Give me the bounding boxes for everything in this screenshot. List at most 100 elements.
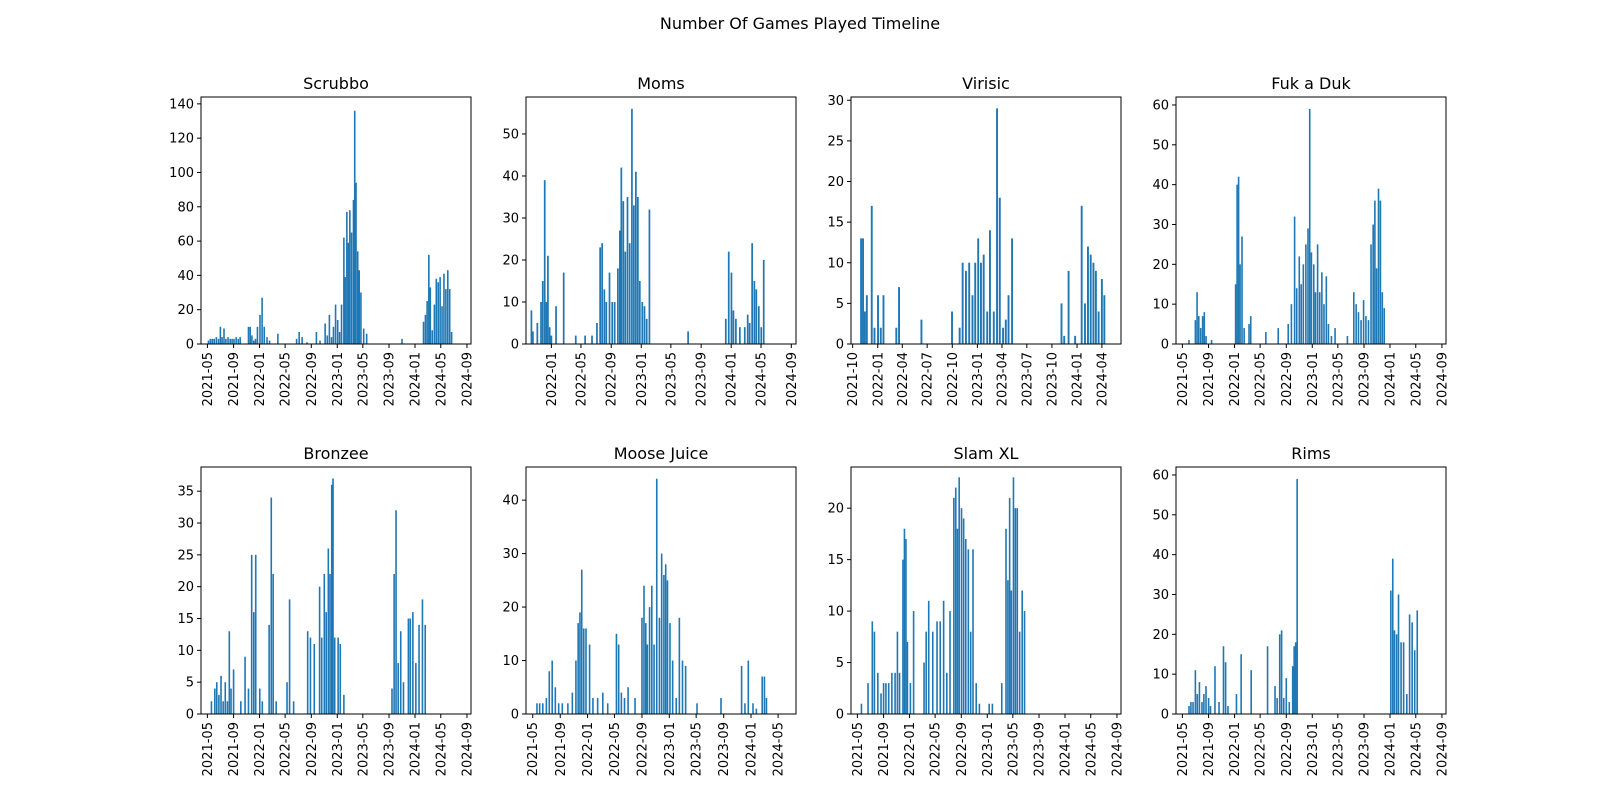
bar	[1198, 682, 1201, 714]
bar	[1397, 594, 1400, 714]
bar	[249, 326, 251, 344]
bar	[949, 611, 951, 714]
bar	[1196, 292, 1198, 344]
bar	[1402, 642, 1405, 714]
bar	[1199, 328, 1202, 344]
bar	[1192, 702, 1194, 714]
bar	[1302, 264, 1305, 344]
x-tick-label: 2022-09	[1280, 722, 1295, 776]
bar	[641, 617, 643, 714]
bar	[761, 676, 763, 714]
bar	[972, 549, 974, 714]
bar	[906, 641, 909, 714]
bar	[1321, 272, 1323, 344]
bar	[1287, 324, 1290, 344]
bar	[1188, 706, 1190, 714]
bar	[571, 692, 574, 714]
x-tick-label: 2024-01	[408, 352, 423, 406]
y-tick-label: 100	[169, 166, 194, 181]
bar	[223, 328, 225, 344]
bar	[230, 688, 232, 714]
bar	[439, 277, 441, 344]
bar	[554, 687, 557, 714]
subplot: Virisic 0 5 10 15 20 25 30 2021-10 2022-01 2022-04…	[827, 74, 1122, 406]
bar	[601, 692, 604, 714]
bar	[641, 301, 644, 344]
bar	[1010, 590, 1013, 714]
bar	[1205, 336, 1207, 344]
bar	[418, 624, 420, 714]
bar	[748, 323, 751, 344]
bar	[648, 209, 651, 344]
x-tick-label: 2022-05	[608, 722, 623, 776]
bar	[220, 675, 222, 714]
bar	[315, 331, 318, 344]
bar	[1018, 631, 1021, 714]
bar	[681, 660, 684, 714]
bar	[954, 487, 957, 714]
bar	[395, 510, 397, 714]
bar	[1235, 694, 1238, 714]
y-tick-label: 40	[1152, 178, 1169, 193]
bar	[261, 701, 264, 714]
bar	[735, 318, 737, 344]
bar	[237, 338, 240, 344]
x-tick-label: 2023-05	[356, 722, 371, 776]
bar	[328, 314, 331, 344]
bar	[638, 280, 641, 344]
bar	[575, 660, 577, 714]
x-tick-label: 2023-09	[383, 722, 398, 776]
bar	[1067, 270, 1070, 345]
bar	[920, 319, 923, 345]
bar	[448, 289, 451, 344]
bar	[989, 230, 991, 344]
y-tick-label: 20	[177, 580, 194, 595]
x-tick-label: 2021-05	[851, 722, 866, 776]
bar	[254, 338, 257, 344]
bar	[891, 672, 893, 714]
x-tick-label: 2024-05	[434, 352, 449, 406]
bar	[548, 327, 551, 344]
x-tick-label: 2023-01	[981, 722, 996, 776]
bar	[605, 301, 608, 344]
bar	[222, 701, 224, 714]
bar	[912, 611, 915, 714]
bar	[1296, 478, 1298, 714]
bar	[338, 331, 341, 344]
bar	[397, 663, 399, 714]
subplot-title: Moose Juice	[614, 444, 709, 463]
y-tick-label: 25	[177, 548, 194, 563]
y-tick-label: 20	[177, 303, 194, 318]
bar	[964, 539, 967, 714]
bar	[253, 340, 255, 344]
bar	[678, 617, 681, 714]
bar	[580, 569, 583, 714]
bar	[961, 262, 964, 344]
x-tick-label: 2023-05	[1006, 722, 1021, 776]
bar	[978, 703, 981, 714]
bar	[645, 318, 648, 344]
x-tick-label: 2023-01	[971, 352, 986, 406]
bar	[226, 701, 229, 714]
bar	[1241, 236, 1243, 344]
x-tick-label: 2022-01	[253, 722, 268, 776]
bar	[1416, 610, 1419, 714]
bar	[931, 631, 934, 714]
x-tick-label: 2021-09	[877, 722, 892, 776]
bar	[732, 310, 735, 344]
bar	[365, 333, 368, 344]
bar	[295, 338, 298, 344]
x-tick-label: 2023-09	[717, 722, 732, 776]
bar	[428, 254, 430, 344]
bar	[927, 600, 930, 714]
bar	[977, 238, 980, 345]
bar	[582, 628, 585, 714]
bar	[1300, 284, 1303, 344]
bar	[1094, 270, 1097, 345]
bar	[399, 631, 402, 714]
x-tick-label: 2021-09	[554, 722, 569, 776]
bar	[1210, 340, 1213, 344]
bar	[658, 617, 661, 714]
bar	[1234, 284, 1237, 344]
x-tick-label: 2022-09	[305, 722, 320, 776]
